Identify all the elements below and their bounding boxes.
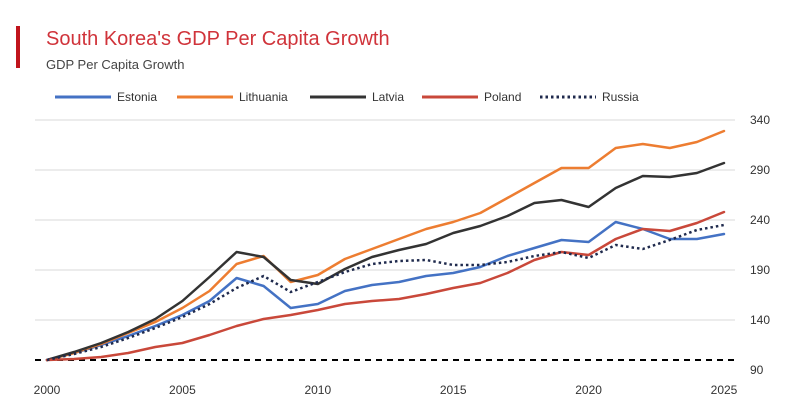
legend-label-lithuania: Lithuania	[239, 90, 288, 104]
x-tick-label: 2005	[169, 383, 196, 397]
x-tick-label: 2010	[304, 383, 331, 397]
series-line-poland	[45, 210, 726, 362]
y-tick-label: 340	[750, 113, 770, 127]
series-line-lithuania	[45, 129, 726, 362]
legend-label-estonia: Estonia	[117, 90, 157, 104]
legend-label-russia: Russia	[602, 90, 639, 104]
legend-label-latvia: Latvia	[372, 90, 404, 104]
legend-label-poland: Poland	[484, 90, 521, 104]
chart-subtitle: GDP Per Capita Growth	[46, 57, 185, 72]
x-tick-label: 2025	[711, 383, 738, 397]
x-tick-label: 2015	[440, 383, 467, 397]
series-line-russia	[46, 223, 725, 362]
title-accent-bar	[16, 26, 20, 68]
y-tick-label: 90	[750, 363, 764, 377]
y-tick-label: 140	[750, 313, 770, 327]
series-line-latvia	[45, 161, 726, 362]
x-tick-label: 2020	[575, 383, 602, 397]
y-tick-label: 240	[750, 213, 770, 227]
chart-title: South Korea's GDP Per Capita Growth	[46, 28, 390, 50]
y-tick-label: 190	[750, 263, 770, 277]
x-tick-label: 2000	[34, 383, 61, 397]
y-tick-label: 290	[750, 163, 770, 177]
series-line-estonia	[45, 220, 726, 362]
